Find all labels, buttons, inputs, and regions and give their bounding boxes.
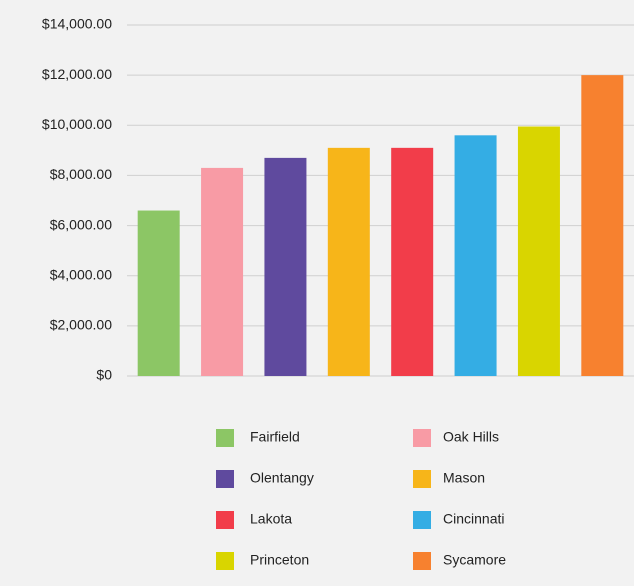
legend-label: Lakota (250, 511, 292, 527)
legend-label: Cincinnati (443, 511, 504, 527)
y-tick-label: $6,000.00 (50, 216, 112, 232)
bar (137, 210, 180, 376)
legend-label: Oak Hills (443, 429, 499, 445)
legend-swatch (413, 511, 431, 529)
bar (264, 157, 307, 376)
y-tick-label: $14,000.00 (42, 16, 112, 32)
legend-swatch (413, 470, 431, 488)
legend-label: Mason (443, 470, 485, 486)
legend-swatch (413, 429, 431, 447)
y-tick-label: $8,000.00 (50, 166, 112, 182)
bar (201, 167, 244, 376)
legend-label: Sycamore (443, 552, 506, 568)
y-tick-label: $2,000.00 (50, 317, 112, 333)
bar (581, 75, 624, 377)
y-tick-label: $10,000.00 (42, 116, 112, 132)
legend-label: Olentangy (250, 470, 314, 486)
y-tick-label: $4,000.00 (50, 266, 112, 282)
legend-label: Princeton (250, 552, 309, 568)
legend-swatch (413, 552, 431, 570)
bar (454, 135, 497, 376)
legend-swatch (216, 429, 234, 447)
bar (517, 126, 560, 377)
legend-swatch (216, 552, 234, 570)
legend-label: Fairfield (250, 429, 300, 445)
legend-swatch (216, 470, 234, 488)
bar (391, 147, 434, 376)
y-tick-label: $0 (96, 367, 112, 383)
y-tick-label: $12,000.00 (42, 66, 112, 82)
legend-swatch (216, 511, 234, 529)
bar (327, 147, 370, 376)
